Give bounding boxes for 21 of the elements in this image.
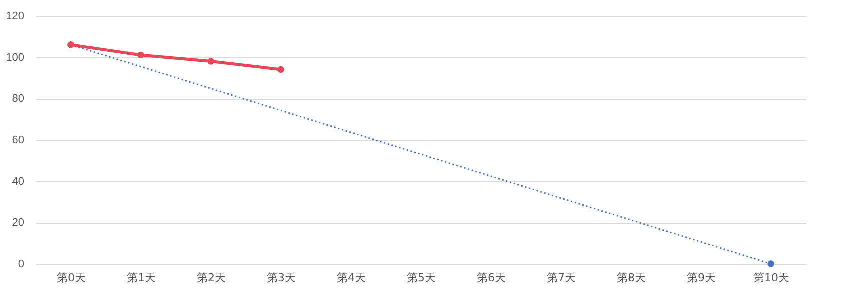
x-tick-label: 第3天: [267, 272, 296, 284]
y-tick-label: 80: [12, 93, 24, 106]
x-tick-label: 第7天: [547, 272, 576, 284]
x-tick-label: 第6天: [477, 272, 506, 284]
x-tick-label: 第2天: [197, 272, 226, 284]
y-tick-label: 20: [12, 217, 24, 230]
x-tick-label: 第5天: [407, 272, 436, 284]
x-tick-label: 第10天: [754, 272, 790, 284]
x-tick-label: 第4天: [337, 272, 366, 284]
point: [208, 58, 214, 65]
x-tick-label: 第0天: [57, 272, 86, 284]
x-tick-label: 第9天: [687, 272, 716, 284]
y-tick-label: 100: [6, 52, 24, 64]
y-tick-label: 0: [18, 258, 24, 270]
point: [278, 66, 284, 74]
y-tick-label: 60: [12, 134, 24, 146]
point: [138, 52, 144, 59]
y-tick-label: 40: [12, 176, 24, 188]
x-tick-label: 第8天: [617, 272, 646, 284]
y-tick-label: 120: [6, 10, 24, 22]
x-tick-label: 第1天: [127, 272, 156, 284]
